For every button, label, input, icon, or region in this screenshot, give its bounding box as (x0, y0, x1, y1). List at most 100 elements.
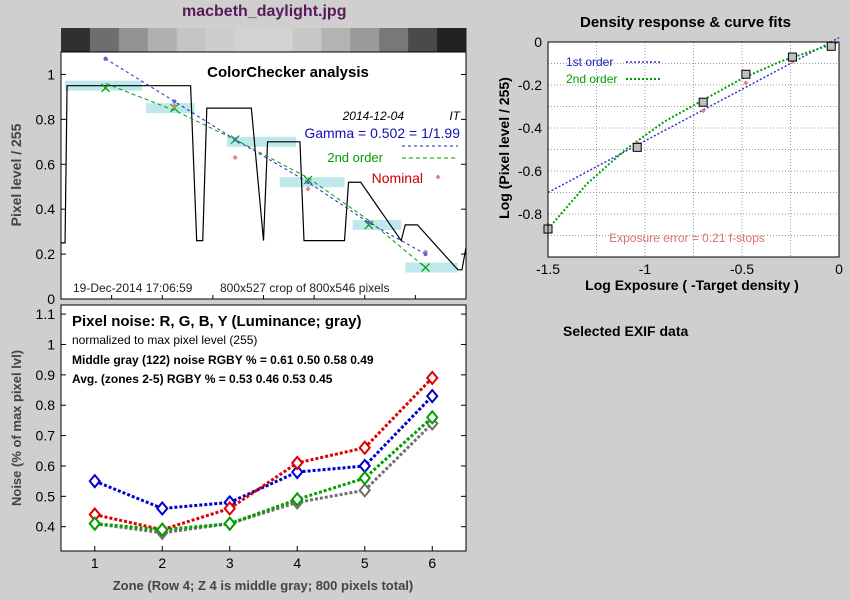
y-tick-label: 0.6 (36, 156, 56, 172)
gray-strip-patch (176, 28, 207, 52)
x-tick-label: 6 (428, 555, 436, 571)
data-point (698, 97, 708, 107)
noise-marker-g (88, 516, 102, 532)
y-tick-label: 1 (47, 336, 55, 352)
noise-marker-g (223, 516, 237, 532)
noise-subtitle: normalized to max pixel level (255) (72, 333, 257, 347)
x-tick-label: 5 (361, 555, 369, 571)
gamma-label: Gamma = 0.502 = 1/1.99 (304, 125, 460, 141)
x-tick-label: -1.5 (536, 261, 560, 277)
y-axis-label: Log (Pixel level / 255) (496, 77, 512, 219)
gray-strip-patch (263, 28, 293, 52)
noise-marker-g (425, 409, 439, 425)
measured-marker (421, 263, 430, 272)
first-order-fit (547, 37, 840, 194)
pixel-profile-line (61, 85, 467, 271)
x-tick-label: 4 (293, 555, 301, 571)
noise-line-g (94, 416, 434, 532)
date-label: 2014-12-04 (342, 109, 405, 123)
gray-strip-patch (321, 28, 351, 52)
gray-strip-patch (118, 28, 149, 52)
gray-strip-patch (292, 28, 322, 52)
y-tick-label: 0.7 (36, 428, 56, 444)
timestamp-label: 19-Dec-2014 17:06:59 (73, 281, 193, 295)
plot-frame (547, 41, 840, 258)
second-order-label: 2nd order (327, 150, 383, 165)
x-tick-label: 2 (158, 555, 166, 571)
x-axis-label: Zone (Row 4; Z 4 is middle gray; 800 pix… (113, 578, 414, 593)
gray-strip-patch (437, 28, 467, 52)
zone-band (146, 103, 195, 114)
noise-title: Pixel noise: R, G, B, Y (Luminance; gray… (72, 313, 362, 330)
measured-marker (101, 83, 110, 93)
initials-label: IT (449, 109, 461, 123)
y-tick-label: 0.6 (36, 458, 56, 474)
data-point (787, 52, 797, 62)
exif-heading: Selected EXIF data (563, 323, 689, 339)
nominal-marker (232, 155, 238, 161)
y-tick-label: 0.8 (36, 397, 56, 413)
noise-marker-b (88, 473, 102, 489)
nominal-label: Nominal (372, 170, 423, 186)
noise-line-b (94, 395, 434, 511)
y-axis-label: Noise (% of max pixel lvl) (9, 350, 24, 506)
gray-strip-patch (205, 28, 236, 52)
gray-strip-patch (61, 28, 91, 52)
zone-band (352, 219, 402, 230)
y-tick-label: 0.5 (36, 488, 56, 504)
gray-strip-patch (408, 28, 438, 52)
noise-marker-b (155, 500, 169, 517)
gray-strip-patch (350, 28, 380, 52)
y-tick-label: 0 (534, 34, 542, 50)
first-order-point (103, 56, 108, 61)
noise-marker-y (358, 482, 372, 498)
page-title: macbeth_daylight.jpg (182, 3, 347, 20)
noise-marker-g (155, 522, 169, 538)
first-order-point (233, 137, 238, 142)
y-tick-label: 0.4 (36, 519, 56, 535)
chart-title: ColorChecker analysis (207, 64, 369, 81)
plot-area (61, 52, 466, 299)
noise-marker-b (425, 388, 439, 404)
crop-label: 800x527 crop of 800x546 pixels (220, 281, 389, 295)
x-tick-label: -0.5 (730, 261, 754, 277)
noise-marker-g (290, 491, 304, 507)
nominal-marker (305, 186, 311, 192)
x-tick-label: 3 (226, 555, 234, 571)
first-order-point (366, 220, 371, 225)
y-tick-label: 0 (47, 291, 55, 307)
zone-band (405, 262, 458, 273)
y-axis-label: Pixel level / 255 (8, 123, 24, 226)
zone-band (227, 136, 296, 147)
x-tick-label: 1 (91, 555, 99, 571)
noise-marker-b (290, 464, 304, 480)
nominal-marker (700, 108, 706, 114)
density-title: Density response & curve fits (580, 14, 791, 31)
noise-marker-g (358, 470, 372, 486)
noise-average: Avg. (zones 2-5) RGBY % = 0.53 0.46 0.53… (72, 372, 333, 386)
second-order-fit (105, 82, 426, 268)
gray-strip-patch (379, 28, 409, 52)
y-tick-label: -0.6 (518, 163, 542, 179)
gray-strip-patch (234, 28, 264, 52)
y-tick-label: -0.8 (518, 206, 542, 222)
first-order-point (306, 180, 311, 185)
noise-marker-r (358, 440, 372, 456)
y-tick-label: 0.9 (36, 367, 56, 383)
data-point (632, 142, 642, 152)
measured-marker (303, 175, 313, 185)
data-point (741, 69, 751, 79)
y-tick-label: -0.2 (518, 77, 542, 93)
noise-marker-r (223, 500, 237, 517)
nominal-legend-marker (435, 174, 441, 180)
y-tick-label: -0.4 (518, 120, 542, 136)
exposure-error-label: Exposure error = 0.21 f-stops (609, 231, 765, 245)
x-axis-label: Log Exposure ( -Target density ) (585, 277, 799, 293)
zone-band (279, 177, 345, 188)
y-tick-label: 0.2 (36, 246, 56, 262)
legend-first-order: 1st order (566, 55, 613, 69)
y-tick-label: 0.4 (36, 201, 56, 217)
